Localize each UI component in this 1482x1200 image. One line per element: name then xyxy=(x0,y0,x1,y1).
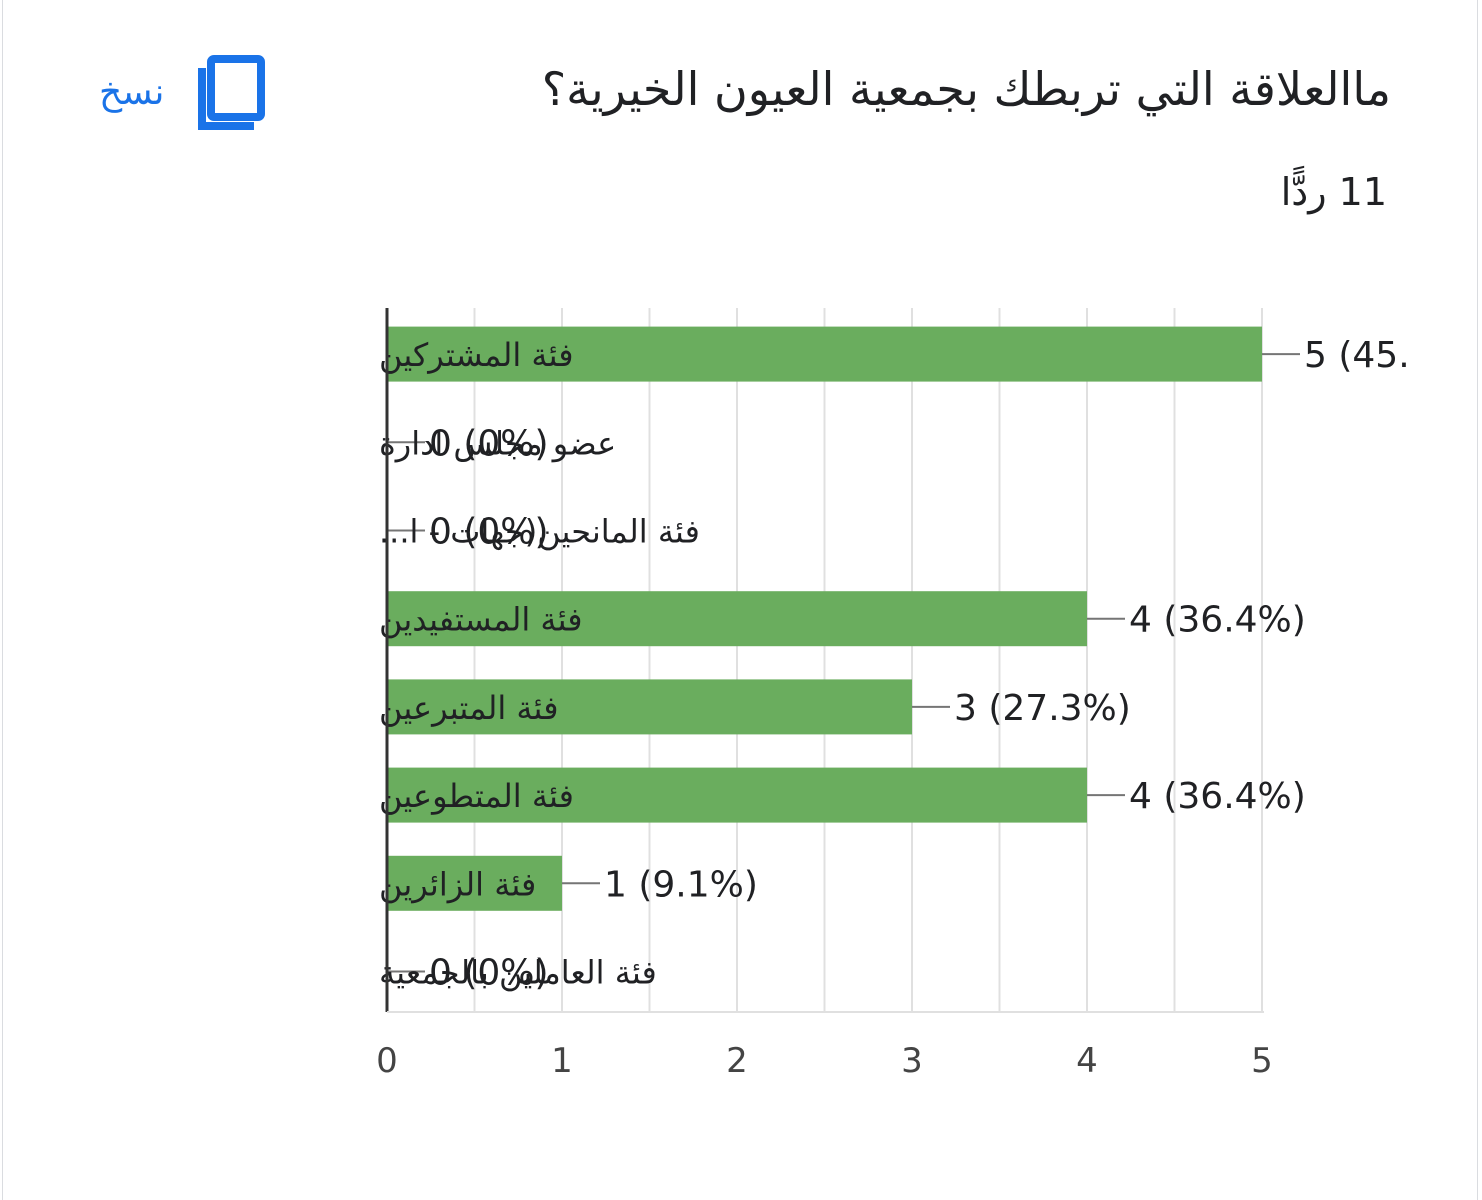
value-label: 0 (0%) xyxy=(429,512,549,553)
question-title: ماالعلاقة التي تربطك بجمعية العيون الخير… xyxy=(541,62,1391,116)
value-label: 1 (9.1%) xyxy=(604,864,758,905)
x-tick-label: 0 xyxy=(376,1041,398,1081)
value-label: 4 (36.4%) xyxy=(1129,776,1306,817)
category-label: فئة المتبرعين xyxy=(379,689,559,727)
value-label: 0 (0%) xyxy=(429,423,549,464)
bar xyxy=(387,591,1087,647)
bar xyxy=(387,855,562,911)
copy-icon xyxy=(198,55,266,130)
x-tick-label: 5 xyxy=(1251,1041,1273,1081)
bar xyxy=(387,767,1087,823)
value-label: 0 (0%) xyxy=(429,953,549,994)
category-label: فئة المانحين(جهات - ا... xyxy=(379,513,700,551)
value-label: 5 (45. xyxy=(1304,335,1410,376)
category-label: عضو مجلس ادارة xyxy=(379,424,616,462)
bar xyxy=(387,326,1262,382)
category-label: فئة المتطوعين xyxy=(379,777,574,815)
response-count: 11 ردًّا xyxy=(1280,170,1387,214)
bar xyxy=(387,679,912,735)
category-label: فئة الزائرين xyxy=(379,865,536,903)
value-label: 4 (36.4%) xyxy=(1129,600,1306,641)
category-label: فئة العاملين بالجمعية xyxy=(379,954,657,992)
category-label: فئة المستفيدين xyxy=(379,601,583,639)
x-tick-label: 3 xyxy=(901,1041,923,1081)
copy-label: نسخ xyxy=(99,71,165,113)
x-tick-label: 4 xyxy=(1076,1041,1098,1081)
x-tick-label: 1 xyxy=(551,1041,573,1081)
copy-button[interactable]: نسخ xyxy=(99,50,266,134)
category-label: فئة المشتركين xyxy=(379,336,574,374)
x-tick-label: 2 xyxy=(726,1041,748,1081)
value-label: 3 (27.3%) xyxy=(954,688,1131,729)
